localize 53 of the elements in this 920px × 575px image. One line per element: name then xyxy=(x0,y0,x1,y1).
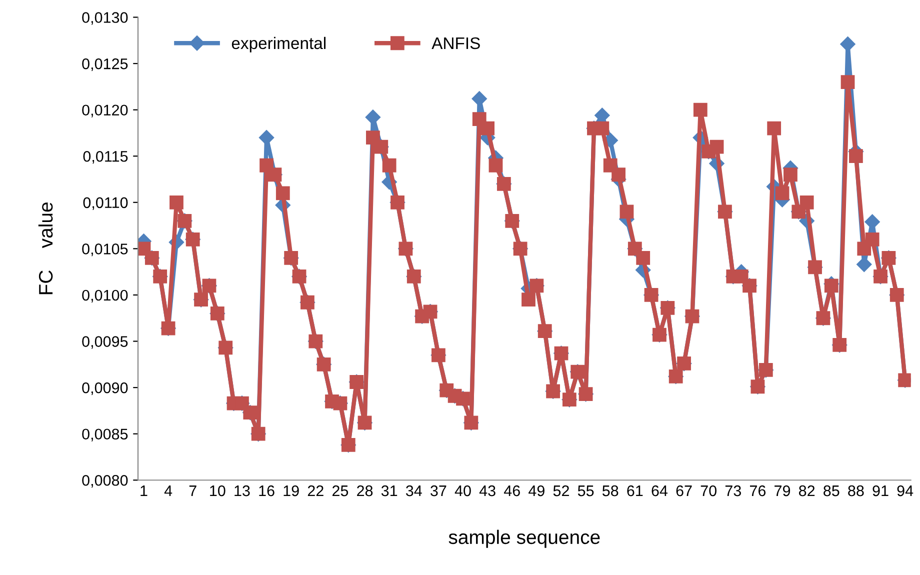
x-tick-label: 31 xyxy=(381,485,398,496)
x-axis-title: sample sequence xyxy=(448,530,600,548)
y-tick-label: 0,0105 xyxy=(82,244,128,256)
y-tick-label: 0,0130 xyxy=(82,12,128,25)
x-tick-label: 88 xyxy=(848,485,864,496)
legend-label: experimental xyxy=(232,36,326,52)
x-tick-label: 28 xyxy=(357,485,373,496)
x-tick-label: 79 xyxy=(774,485,790,496)
y-tick-label: 0,0080 xyxy=(82,474,128,488)
x-tick-label: 10 xyxy=(210,485,226,496)
x-tick-label: 85 xyxy=(824,485,840,496)
y-tick-label: 0,0085 xyxy=(82,428,128,442)
x-tick-label: 49 xyxy=(528,485,544,496)
x-tick-label: 76 xyxy=(750,485,766,496)
y-tick-label: 0,0120 xyxy=(82,104,128,118)
x-tick-label: 82 xyxy=(799,485,815,496)
x-tick-label: 4 xyxy=(164,486,172,496)
y-tick-label: 0,0095 xyxy=(82,336,128,349)
x-tick-label: 40 xyxy=(454,485,471,496)
y-axis-title: FC value xyxy=(38,202,53,294)
x-tick-label: 58 xyxy=(602,485,618,496)
x-tick-label: 43 xyxy=(479,485,496,496)
x-tick-label: 67 xyxy=(676,485,692,496)
x-tick-label: 25 xyxy=(332,485,348,496)
legend-label: ANFIS xyxy=(432,37,480,50)
x-tick-label: 13 xyxy=(234,485,250,496)
point xyxy=(840,36,856,52)
y-tick-label: 0,0100 xyxy=(82,290,128,302)
y-tick-label: 0,0110 xyxy=(83,197,128,210)
y-tick-label: 0,0090 xyxy=(82,382,128,396)
x-tick-label: 46 xyxy=(504,485,520,496)
x-tick-label: 61 xyxy=(627,485,643,496)
point xyxy=(472,91,487,106)
point xyxy=(856,256,872,272)
x-tick-label: 70 xyxy=(700,485,716,496)
x-tick-label: 16 xyxy=(259,485,274,496)
point xyxy=(365,110,381,125)
x-tick-label: 52 xyxy=(553,485,569,496)
y-tick-label: 0,0115 xyxy=(83,150,128,164)
point xyxy=(594,108,610,123)
x-tick-label: 1 xyxy=(140,486,148,496)
x-tick-label: 55 xyxy=(578,486,594,496)
x-tick-label: 19 xyxy=(284,485,299,496)
x-tick-label: 64 xyxy=(652,485,668,496)
x-tick-label: 7 xyxy=(189,486,196,496)
x-tick-label: 34 xyxy=(406,485,422,496)
x-tick-label: 94 xyxy=(897,485,914,496)
x-tick-label: 73 xyxy=(725,485,741,496)
point xyxy=(258,130,274,146)
y-tick-label: 0,0125 xyxy=(82,58,128,72)
x-tick-label: 37 xyxy=(430,485,446,496)
x-tick-label: 22 xyxy=(308,485,324,496)
x-tick-label: 91 xyxy=(872,485,888,496)
